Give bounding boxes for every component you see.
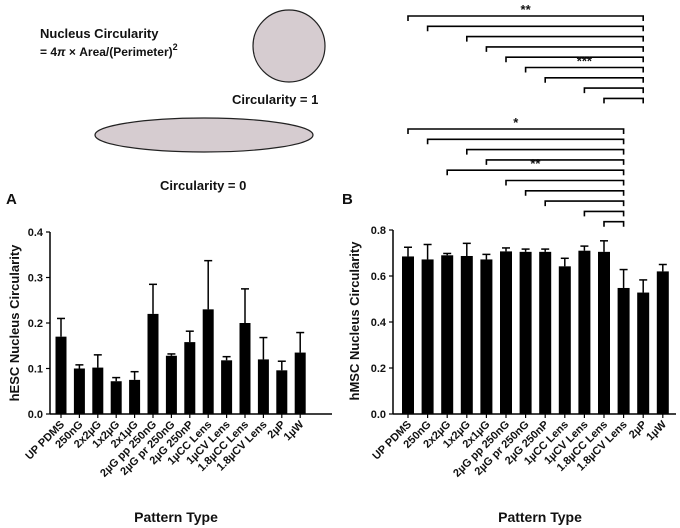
panel-a-y-axis-label: hESC Nucleus Circularity (7, 244, 22, 402)
panel-b-significance-bracket (505, 56, 644, 63)
panel-b-x-axis-label: Pattern Type (498, 509, 582, 525)
panel-b-y-tick-label: 0.0 (371, 409, 386, 421)
formula-pi: π (57, 45, 66, 59)
panel-b-y-tick-label: 0.8 (371, 225, 386, 237)
panel-a-y-tick-label: 0.3 (28, 273, 43, 285)
panel-a-bar (184, 342, 196, 414)
chart-panel-a: A hESC Nucleus Circularity Pattern Type … (6, 191, 332, 525)
formula-suffix: × Area/(Perimeter) (66, 45, 173, 59)
panel-b-bar (637, 292, 650, 414)
panel-b-significance-bracket (485, 159, 625, 165)
panel-b-bar (558, 266, 571, 414)
panel-b-significance-bracket (426, 25, 644, 32)
panel-a-y-tick-label: 0.0 (28, 409, 43, 421)
panel-b-significance-bracket (524, 66, 644, 73)
panel-b-significance-bracket (485, 46, 644, 52)
panel-a-bar (165, 355, 177, 414)
panel-b-significance-label: * (513, 115, 519, 130)
panel-a-category-label: 1µW (282, 418, 307, 443)
formula-title: Nucleus Circularity (40, 26, 159, 41)
formula-expression: = 4π × Area/(Perimeter)2 (40, 42, 178, 59)
formula-prefix: = 4 (40, 45, 57, 59)
panel-b-y-tick-label: 0.4 (371, 317, 387, 329)
panel-b-y-tick-label: 0.2 (371, 363, 386, 375)
panel-b-bar (519, 251, 532, 414)
panel-b-bar (539, 251, 552, 414)
panel-b-significance-bracket (426, 138, 625, 145)
panel-b-bar (500, 251, 512, 414)
panel-a-bar (129, 379, 141, 414)
ellipse-shape (94, 117, 314, 153)
panel-b-significance-bracket (407, 128, 625, 134)
panel-b-y-tick-label: 0.6 (371, 271, 386, 283)
panel-b-bar (421, 259, 434, 414)
panel-b-bar (617, 287, 630, 414)
panel-a-bar (110, 381, 122, 414)
panel-b-y-axis-label: hMSC Nucleus Circularity (347, 241, 362, 401)
panel-b-significance-bracket (544, 200, 625, 207)
panel-a-bar (55, 336, 67, 414)
chart-panel-b: B hMSC Nucleus Circularity Pattern Type … (342, 2, 676, 525)
panel-b-significance-bracket (407, 15, 644, 21)
panel-a-bar (221, 360, 233, 414)
panel-b-significance-bracket (524, 190, 625, 196)
panel-a-bar (92, 367, 104, 414)
panel-b-bar (402, 256, 414, 414)
panel-b-significance-bracket (466, 35, 644, 42)
panel-b-significance-label: ** (530, 156, 541, 171)
panel-b-significance-bracket (603, 220, 625, 227)
panel-b-bar (460, 255, 473, 414)
ellipse-caption: Circularity = 0 (160, 178, 246, 193)
panel-a-bar (257, 359, 269, 414)
panel-a-bar (147, 313, 159, 414)
panel-b-significance-label: ** (521, 2, 532, 17)
panel-a-bar (276, 370, 288, 414)
circle-shape (252, 9, 326, 83)
panel-b-bar (441, 255, 454, 414)
panel-a-bar (202, 309, 214, 414)
panel-a-bar (73, 368, 85, 414)
panel-b-significance-bracket (446, 169, 625, 176)
panel-b-significance-bracket (505, 179, 625, 186)
panel-b-significance-bracket (466, 148, 625, 155)
panel-b-significance-bracket (544, 77, 644, 83)
panel-a-bar (294, 352, 306, 414)
panel-b-bar (656, 271, 669, 414)
circularity-diagram: Nucleus Circularity = 4π × Area/(Perimet… (40, 9, 326, 193)
panel-a-y-tick-label: 0.4 (28, 227, 44, 239)
panel-a-bar (239, 323, 251, 414)
panel-b-significance-bracket (583, 87, 644, 94)
panel-a-y-tick-label: 0.2 (28, 318, 43, 330)
panel-a-y-tick-label: 0.1 (28, 364, 43, 376)
panel-b-bar (578, 250, 591, 414)
panel-b-significance-bracket (603, 97, 644, 104)
circle-caption: Circularity = 1 (232, 92, 318, 107)
panel-a-label: A (6, 191, 17, 208)
panel-b-category-label: 1µW (644, 418, 669, 443)
formula-exponent: 2 (173, 42, 178, 52)
panel-b-bar (598, 251, 610, 414)
panel-b-bar (480, 259, 493, 414)
panel-b-significance-label: *** (577, 54, 593, 69)
panel-a-x-axis-label: Pattern Type (134, 509, 218, 525)
panel-b-label: B (342, 191, 353, 208)
panel-b-significance-bracket (583, 210, 625, 217)
